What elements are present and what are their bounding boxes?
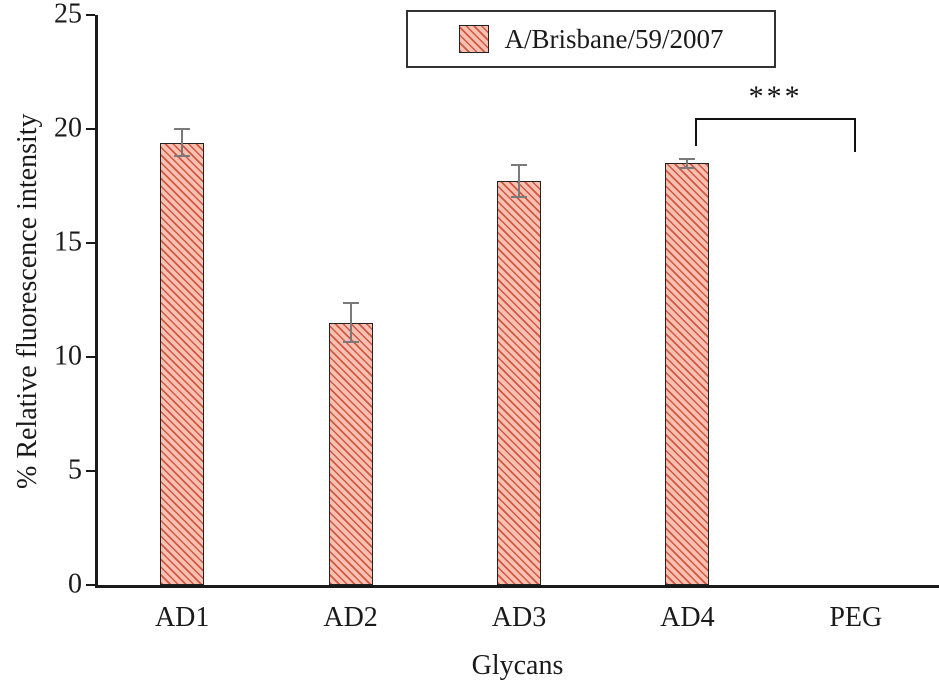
error-bar-AD2 bbox=[349, 303, 352, 343]
y-axis-tick bbox=[86, 242, 95, 244]
error-bar-cap bbox=[342, 341, 359, 344]
y-axis-tick bbox=[86, 470, 95, 472]
bar-AD1 bbox=[160, 142, 205, 585]
y-tick-label: 10 bbox=[54, 340, 82, 372]
y-tick-label: 5 bbox=[68, 454, 82, 486]
y-axis-tick bbox=[86, 356, 95, 358]
plot-area: 0 5 10 15 20 25 AD1 AD2 AD3 AD4 PEG *** bbox=[54, 0, 939, 633]
significance-stars: *** bbox=[748, 79, 803, 113]
error-bar-cap bbox=[511, 164, 527, 167]
legend-hatch-swatch bbox=[458, 25, 489, 53]
error-bar-AD1 bbox=[181, 129, 184, 157]
y-tick-label: 20 bbox=[54, 112, 82, 144]
y-tick-label: 15 bbox=[54, 226, 82, 258]
y-tick-label: 25 bbox=[54, 0, 82, 30]
error-bar-AD3 bbox=[518, 165, 520, 198]
x-tick-label: AD1 bbox=[154, 602, 210, 633]
legend-label: A/Brisbane/59/2007 bbox=[504, 23, 724, 54]
error-bar-cap bbox=[342, 302, 359, 305]
x-tick-label: AD2 bbox=[323, 602, 378, 633]
y-axis-tick bbox=[86, 14, 95, 16]
y-axis-tick bbox=[86, 584, 95, 586]
bar-AD2 bbox=[328, 322, 373, 585]
significance-bracket-line bbox=[695, 117, 856, 120]
x-tick-label: AD4 bbox=[660, 602, 715, 633]
y-axis-title: % Relative fluorescence intensity bbox=[12, 113, 43, 490]
legend: A/Brisbane/59/2007 bbox=[406, 10, 776, 68]
x-axis-title: Glycans bbox=[471, 650, 564, 681]
x-tick-label: PEG bbox=[829, 602, 883, 633]
significance-bracket-tick bbox=[853, 117, 856, 152]
error-bar-cap bbox=[174, 128, 191, 130]
x-tick-label: AD3 bbox=[491, 602, 547, 633]
bar-AD4 bbox=[665, 163, 710, 585]
error-bar-cap bbox=[174, 155, 191, 158]
error-bar-cap bbox=[679, 166, 696, 169]
error-bar-cap bbox=[679, 157, 696, 160]
y-axis-tick bbox=[86, 128, 95, 130]
error-bar-cap bbox=[511, 196, 527, 199]
significance-bracket-tick bbox=[695, 117, 698, 146]
y-tick-label: 0 bbox=[68, 568, 82, 600]
error-bar-AD4 bbox=[686, 158, 689, 168]
bar-AD3 bbox=[497, 181, 541, 585]
